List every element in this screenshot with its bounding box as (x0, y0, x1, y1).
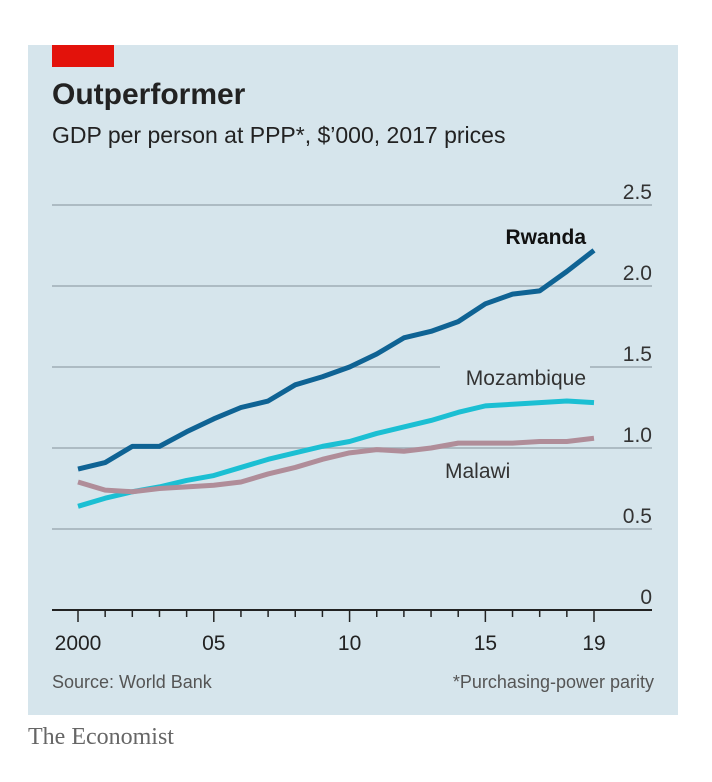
series-label-malawi: Malawi (445, 460, 510, 483)
series-line-malawi (77, 435, 595, 495)
y-tick-label: 0 (640, 586, 652, 609)
x-tick-label: 10 (338, 632, 361, 655)
series-label-rwanda: Rwanda (505, 226, 586, 249)
source-note: Source: World Bank (52, 672, 212, 692)
y-tick-label: 0.5 (623, 505, 652, 528)
y-tick-label: 2.0 (623, 262, 652, 285)
x-tick-label: 2000 (55, 632, 102, 655)
economist-logo: The Economist (28, 724, 174, 750)
series-line-rwanda (77, 248, 596, 472)
brand-red-bar (52, 45, 114, 67)
y-tick-label: 1.5 (623, 343, 652, 366)
y-tick-label: 1.0 (623, 424, 652, 447)
series-label-mozambique: Mozambique (466, 367, 586, 390)
y-tick-label: 2.5 (623, 181, 652, 204)
chart-subtitle: GDP per person at PPP*, $’000, 2017 pric… (52, 122, 506, 148)
footnote: *Purchasing-power parity (452, 672, 654, 692)
x-tick-label: 05 (202, 632, 225, 655)
chart-title: Outperformer (52, 78, 246, 111)
x-tick-label: 19 (582, 632, 605, 655)
x-tick-label: 15 (474, 632, 497, 655)
label-background (440, 362, 590, 390)
